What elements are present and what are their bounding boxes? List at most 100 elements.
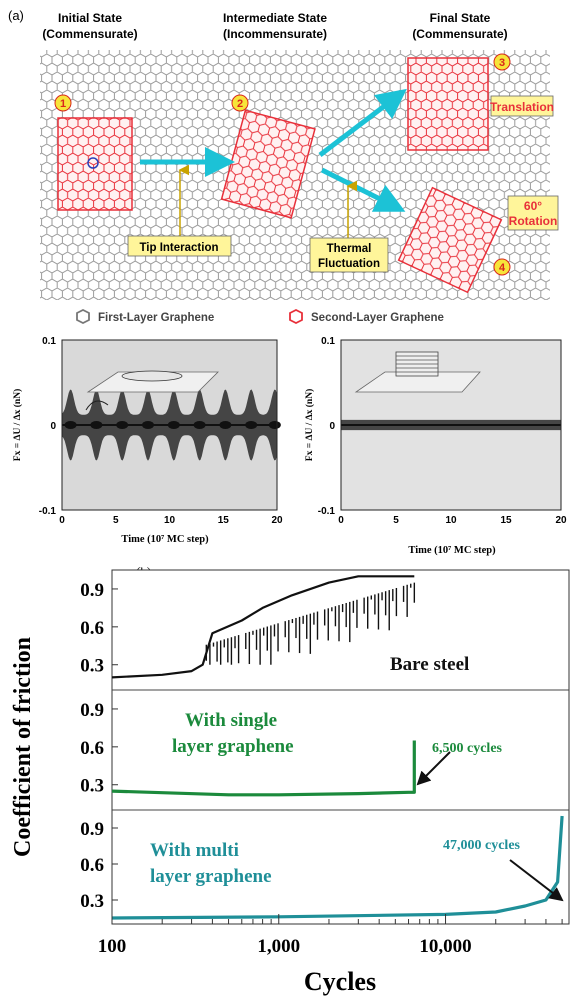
second-layer-legend-label: Second-Layer Graphene: [311, 312, 444, 324]
rotation-box: [507, 195, 559, 231]
series-label-single-line1: With single: [185, 710, 277, 731]
cof-ytick-2-2: 0.3: [80, 891, 104, 912]
cof-bare-steel-spikes: [205, 582, 416, 665]
rotation-label-line1: 60°: [524, 199, 542, 213]
marker-3: 3: [499, 57, 505, 69]
tip-marker: [87, 157, 99, 169]
cof-series: [111, 575, 564, 920]
thermal-label-line1: Thermal: [327, 243, 372, 255]
force-xtick-0-0: 0: [59, 515, 65, 526]
state-titles: Initial State (Commensurate) Intermediat…: [42, 11, 507, 41]
cof-ytick-2-1: 0.6: [80, 855, 104, 876]
cof-ytick-0-1: 0.6: [80, 618, 104, 639]
force-ytick-0-0: 0.1: [42, 336, 56, 347]
cof-ytick-1-0: 0.9: [80, 700, 104, 721]
state-markers: 1 2 3 4: [54, 53, 511, 276]
cof-xtick-0: 100: [98, 936, 127, 957]
transition-arrows: [140, 88, 407, 212]
force-ytick-0-1: 0: [50, 421, 56, 432]
force-plot-multi-xlabel: Time (10⁷ MC step): [408, 545, 496, 556]
marker-1-circle: [54, 94, 72, 112]
flake-rotated-lattice: [398, 187, 502, 293]
force-xtick-1-4: 20: [555, 515, 567, 526]
force-ytick-1-2: -0.1: [318, 506, 336, 517]
series-label-multi-line1: With multi: [150, 840, 239, 861]
force-peak-0-6: [219, 421, 232, 429]
cof-series-line-2: [111, 815, 564, 920]
arrow-to-rotation: [320, 167, 406, 212]
annotation-6500: 6,500 cycles: [432, 741, 503, 756]
force-xtick-0-1: 5: [113, 515, 119, 526]
series-label-bare-steel: Bare steel: [390, 654, 469, 675]
cof-ticks: 0.9 0.6 0.3 0.9 0.6 0.3 0.9 0.6 0.3 100 1,000 10,00…: [80, 580, 563, 957]
force-plot-multi-ticks: 0 5 10 15 200.10-0.1: [318, 336, 567, 526]
series-label-single-line2: layer graphene: [172, 736, 294, 757]
first-layer-legend-label: First-Layer Graphene: [98, 312, 214, 324]
force-xtick-1-0: 0: [338, 515, 344, 526]
flake-translated-lattice: [408, 58, 488, 150]
marker-4: 4: [499, 262, 506, 274]
cof-frame: [111, 569, 570, 925]
lattice-legend: First-Layer Graphene Second-Layer Graphe…: [76, 308, 444, 325]
tip-interaction-label: Tip Interaction: [139, 242, 218, 254]
first-layer-legend-icon: [76, 308, 90, 325]
force-peak-0-8: [268, 421, 281, 429]
marker-2-circle: [231, 94, 249, 112]
second-layer-legend-icon: [289, 308, 303, 325]
force-plot-single: 0 5 10 15 200.10-0.1 Time (10⁷ MC step) Fx =…: [12, 336, 283, 545]
cof-xtick-2: 10,000: [419, 936, 471, 957]
thermal-fluctuation-box: [309, 237, 389, 273]
force-plot-multi-border: [340, 339, 562, 511]
force-peak-0-0: [64, 421, 77, 429]
cof-xlabel: Cycles: [304, 967, 376, 996]
panel-a: (a) Initial State (Commensurate) Interme…: [8, 8, 559, 325]
marker-1: 1: [60, 98, 66, 110]
force-plot-multi-inset: [354, 351, 481, 393]
force-plot-single-band: [62, 389, 281, 461]
state-subtitle-initial: (Commensurate): [42, 27, 137, 41]
series-label-multi-line2: layer graphene: [150, 866, 272, 887]
force-peak-0-4: [167, 421, 180, 429]
panel-b: (b) 0.90.60.30.90.60.30.90.60.31001,0001…: [10, 564, 570, 996]
cof-ytick-1-1: 0.6: [80, 738, 104, 759]
force-plot-single-ylabel: Fx = ΔU / Δx (nN): [12, 389, 23, 461]
force-plot-single-xlabel: Time (10⁷ MC step): [121, 534, 209, 545]
force-plot-multi-ylabel: Fx = ΔU / Δx (nN): [304, 389, 315, 461]
arrow-to-translation: [318, 88, 407, 157]
force-peak-0-7: [245, 421, 258, 429]
panel-a-label: (a): [8, 8, 24, 23]
force-peak-0-5: [193, 421, 206, 429]
tip-interaction-box: [127, 235, 232, 257]
cof-ytick-0-2: 0.3: [80, 656, 104, 677]
annotation-47000-arrow: [509, 859, 564, 902]
cof-ytick-2-0: 0.9: [80, 819, 104, 840]
force-plot-single-inset: [86, 370, 219, 393]
flake-initial-lattice: [58, 118, 132, 210]
force-plot-single-border: [61, 339, 278, 511]
force-plot-single-stick-slip-mark: [85, 400, 109, 411]
cof-xtick-1: 1,000: [257, 936, 300, 957]
annotation-6500-arrow: [416, 751, 451, 786]
force-plot-multi: 0 5 10 15 200.10-0.1 Time (10⁷ MC step) Fx =…: [304, 336, 567, 556]
force-peak-0-2: [116, 421, 129, 429]
force-xtick-0-3: 15: [218, 515, 230, 526]
marker-3-circle: [493, 53, 511, 71]
force-peak-0-3: [142, 421, 154, 429]
translation-label: Translation: [490, 100, 554, 114]
cof-ylabel: Coefficient of friction: [10, 637, 36, 857]
flake-intermediate-lattice: [221, 110, 315, 218]
force-plot-multi-band: [341, 419, 561, 431]
cof-series-line-1: [111, 740, 416, 797]
flake-intermediate-group: [220, 109, 316, 219]
cof-ytick-0-0: 0.9: [80, 580, 104, 601]
state-subtitle-intermediate: (Incommensurate): [223, 27, 327, 41]
state-subtitle-final: (Commensurate): [412, 27, 507, 41]
force-xtick-0-4: 20: [271, 515, 283, 526]
flake-rotated-group: [397, 186, 503, 294]
force-peak-0-1: [90, 421, 103, 429]
state-title-final: Final State: [430, 11, 491, 25]
thermal-label-line2: Fluctuation: [318, 258, 380, 270]
force-ytick-0-2: -0.1: [39, 506, 57, 517]
force-xtick-0-2: 10: [164, 515, 176, 526]
